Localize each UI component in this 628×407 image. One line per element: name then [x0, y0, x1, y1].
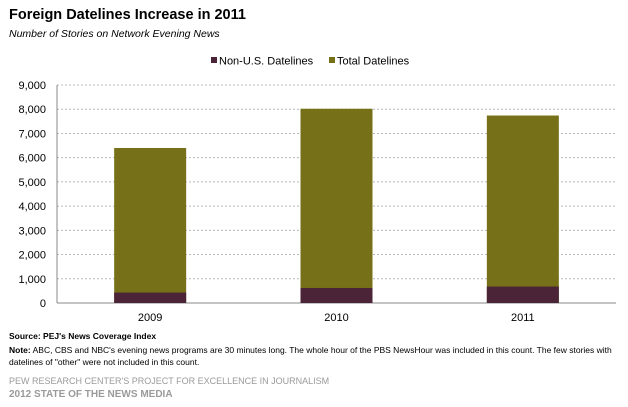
y-tick-label: 1,000 [18, 274, 46, 286]
chart-title: Foreign Datelines Increase in 2011 [9, 7, 246, 23]
bar-total-datelines-2011 [486, 115, 559, 304]
bar-total-datelines-2010 [300, 108, 373, 303]
x-tick-label: 2011 [511, 312, 535, 324]
y-tick-label: 3,000 [18, 225, 46, 237]
x-tick-label: 2010 [324, 312, 348, 324]
source-text: PEJ's News Coverage Index [43, 331, 157, 341]
note-label: Note: [9, 345, 31, 355]
legend-label-2: Total Datelines [337, 56, 410, 68]
y-tick-label: 0 [40, 298, 46, 310]
legend-swatch-2 [329, 57, 335, 63]
legend-label-1: Non-U.S. Datelines [219, 56, 314, 68]
y-tick-label: 6,000 [18, 153, 46, 165]
y-tick-label: 7,000 [18, 128, 46, 140]
y-tick-label: 9,000 [18, 80, 46, 92]
bar-non-us-datelines-2011 [486, 286, 559, 303]
bar-total-datelines-2009 [114, 147, 187, 303]
bars [114, 108, 559, 304]
chart-subtitle: Number of Stories on Network Evening New… [9, 28, 220, 40]
report-credit: 2012 STATE OF THE NEWS MEDIA [9, 389, 173, 400]
y-tick-label: 2,000 [18, 250, 46, 262]
org-credit: PEW RESEARCH CENTER'S PROJECT FOR EXCELL… [9, 376, 330, 386]
x-axis: 2009 2010 2011 [138, 312, 535, 324]
y-tick-label: 4,000 [18, 201, 46, 213]
y-tick-label: 8,000 [18, 104, 46, 116]
note-text: Note: ABC, CBS and NBC's evening news pr… [9, 344, 624, 368]
bar-non-us-datelines-2009 [114, 292, 187, 303]
note-body: ABC, CBS and NBC's evening news programs… [9, 345, 612, 367]
source-line: Source: PEJ's News Coverage Index [9, 331, 156, 341]
bar-non-us-datelines-2010 [300, 287, 373, 303]
legend: Non-U.S. Datelines Total Datelines [211, 56, 410, 68]
bar-chart: Non-U.S. Datelines Total Datelines 0 1,000… [18, 56, 616, 324]
source-label: Source: [9, 331, 41, 341]
legend-swatch-1 [211, 57, 217, 63]
x-tick-label: 2009 [138, 312, 162, 324]
y-tick-label: 5,000 [18, 177, 46, 189]
